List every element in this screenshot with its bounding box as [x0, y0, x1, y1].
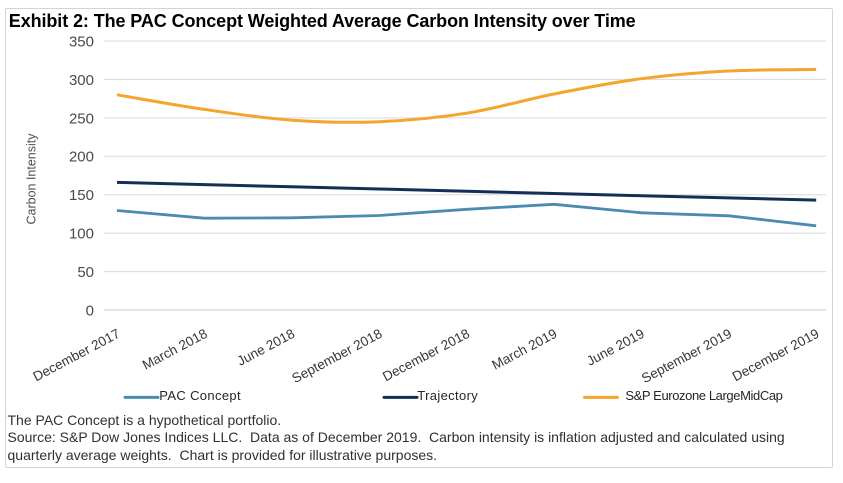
svg-text:December 2017: December 2017	[31, 326, 123, 384]
svg-text:PAC Concept: PAC Concept	[159, 388, 241, 403]
svg-text:Carbon Intensity: Carbon Intensity	[25, 133, 39, 225]
svg-text:150: 150	[69, 187, 94, 204]
svg-text:50: 50	[77, 264, 94, 281]
svg-text:March 2019: March 2019	[489, 326, 559, 373]
svg-text:June 2019: June 2019	[584, 326, 647, 369]
svg-text:Trajectory: Trajectory	[417, 388, 478, 403]
svg-text:0: 0	[86, 302, 94, 319]
svg-text:250: 250	[69, 110, 94, 127]
svg-text:September 2019: September 2019	[639, 326, 734, 386]
svg-text:200: 200	[69, 149, 94, 166]
svg-text:100: 100	[69, 226, 94, 243]
svg-text:S&P Eurozone LargeMidCap: S&P Eurozone LargeMidCap	[625, 388, 782, 403]
svg-text:June 2018: June 2018	[234, 326, 297, 369]
svg-text:December 2018: December 2018	[380, 326, 472, 384]
svg-text:September 2018: September 2018	[289, 326, 384, 386]
svg-text:March 2018: March 2018	[140, 326, 210, 373]
svg-text:December 2019: December 2019	[730, 326, 822, 384]
svg-text:350: 350	[69, 33, 94, 50]
svg-text:300: 300	[69, 72, 94, 89]
